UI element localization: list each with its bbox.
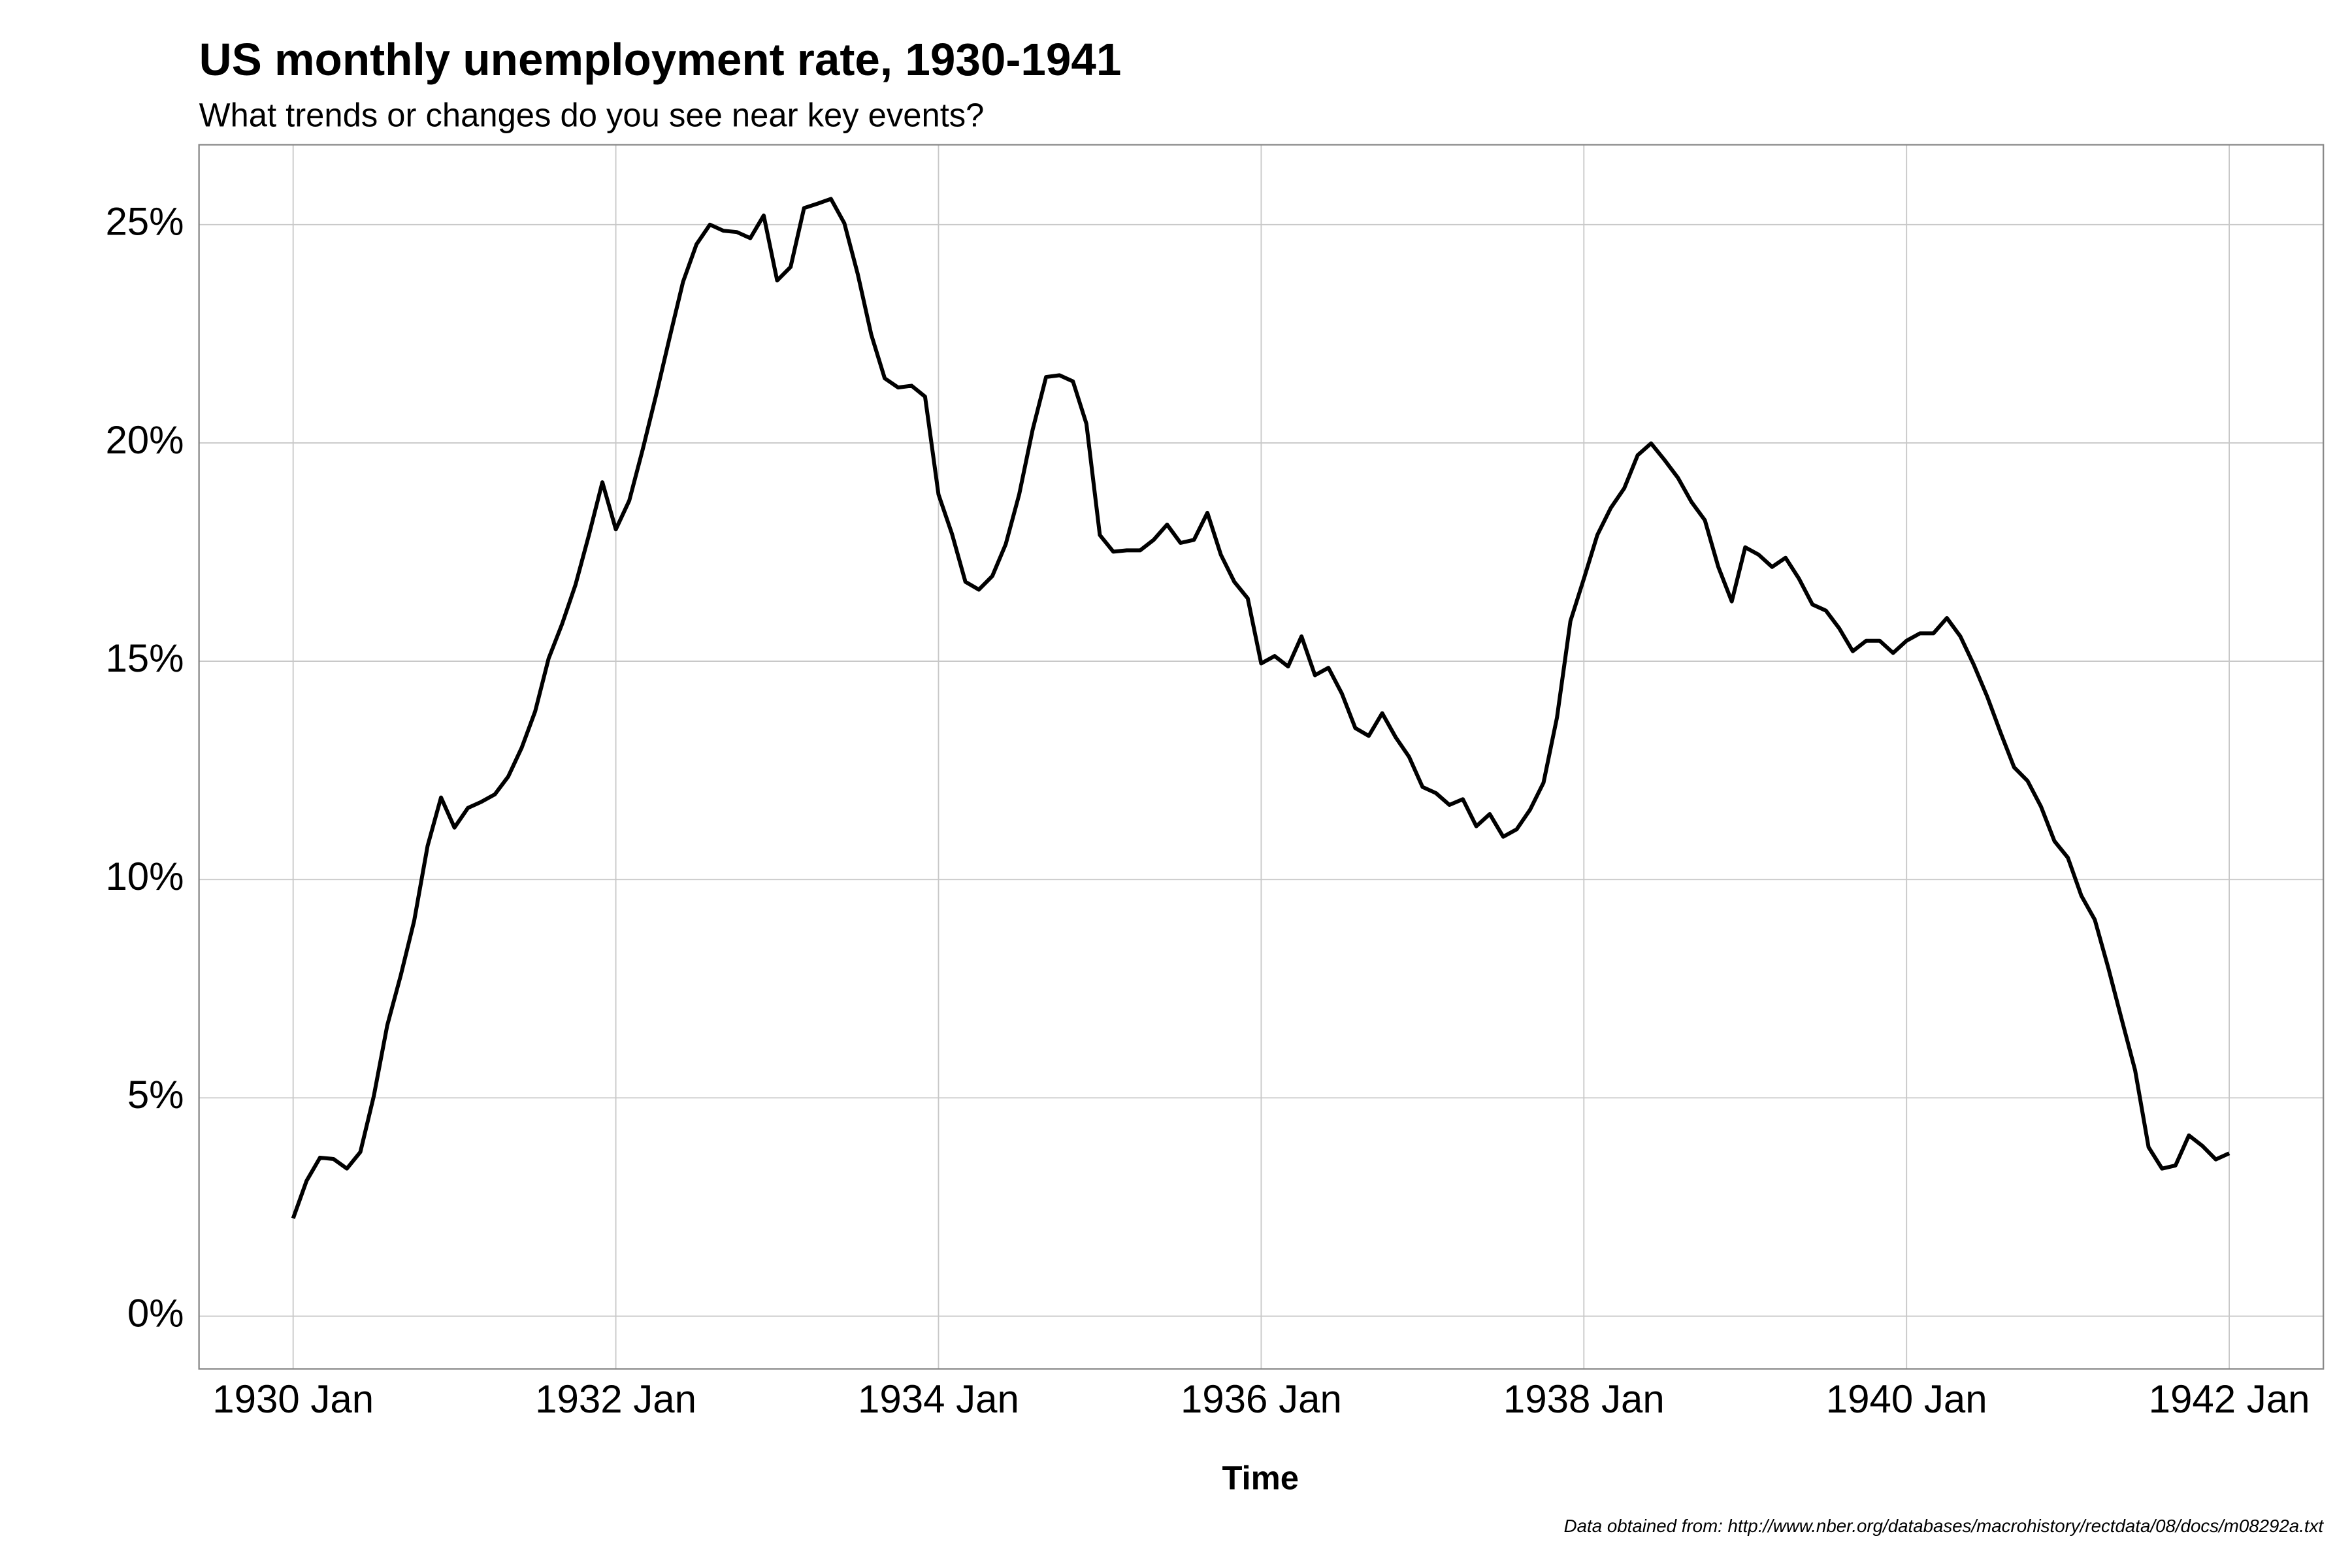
x-tick-label: 1936 Jan: [1181, 1377, 1342, 1421]
caption: Data obtained from: http://www.nber.org/…: [1564, 1516, 2325, 1536]
x-tick-label: 1938 Jan: [1503, 1377, 1665, 1421]
line-series: [291, 197, 2230, 1219]
x-tick-label: 1940 Jan: [1826, 1377, 1987, 1421]
chart-title: US monthly unemployment rate, 1930-1941: [199, 34, 1122, 85]
y-tick-label: 20%: [105, 418, 184, 462]
y-tick-label: 15%: [105, 636, 184, 680]
x-axis-label: Time: [1222, 1460, 1299, 1497]
x-tick-label: 1932 Jan: [535, 1377, 696, 1421]
chart-subtitle: What trends or changes do you see near k…: [199, 96, 985, 133]
x-tick-label: 1930 Jan: [212, 1377, 374, 1421]
x-tick-label: 1942 Jan: [2149, 1377, 2310, 1421]
y-tick-label: 0%: [127, 1291, 184, 1335]
plot-border: [198, 144, 2325, 1370]
x-tick-label: 1934 Jan: [858, 1377, 1019, 1421]
y-tick-label: 10%: [105, 855, 184, 898]
y-tick-label: 5%: [127, 1073, 184, 1117]
y-tick-label: 25%: [105, 200, 184, 244]
